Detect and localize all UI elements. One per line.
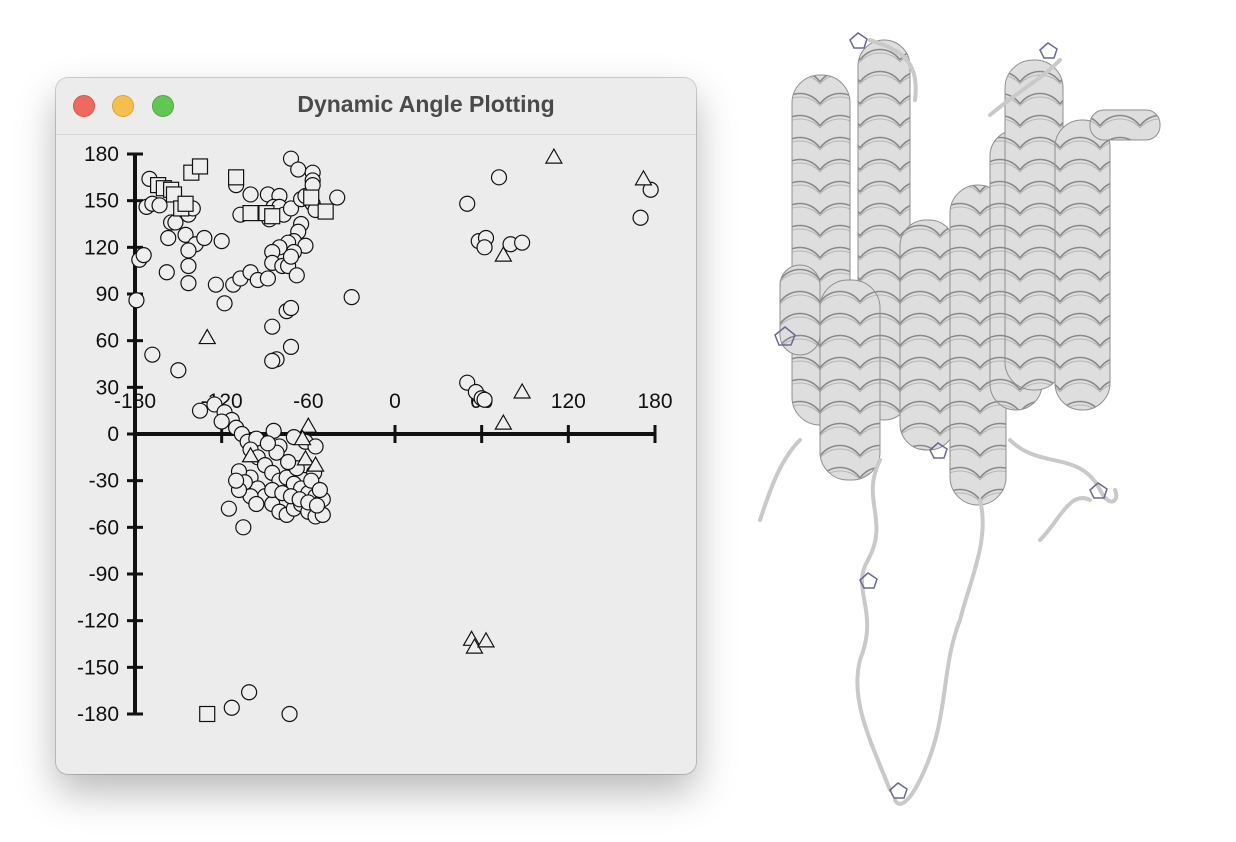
triangle-marker [241, 446, 260, 463]
circle-marker [223, 699, 240, 716]
x-tick-label: 180 [637, 390, 672, 413]
protein-structure-image [758, 32, 1161, 806]
circle-marker [281, 705, 298, 723]
triangle-marker [296, 449, 315, 466]
circle-marker [135, 247, 152, 264]
circle-marker [248, 495, 265, 513]
square-marker [228, 169, 245, 186]
window-title: Dynamic Angle Plotting [297, 91, 555, 117]
circle-marker [241, 684, 258, 701]
circle-marker [514, 234, 531, 251]
square-marker [317, 203, 334, 220]
y-tick-label: -90 [89, 563, 119, 586]
square-marker [242, 205, 259, 222]
triangle-marker [513, 382, 532, 399]
circle-marker [343, 289, 360, 306]
side-chains [774, 32, 1108, 799]
circle-marker [282, 338, 300, 355]
circle-marker [311, 481, 328, 499]
triangle-marker [299, 417, 318, 433]
square-marker [303, 189, 320, 206]
y-tick-label: -150 [77, 656, 119, 679]
circle-marker [228, 472, 245, 489]
circle-marker [158, 264, 175, 281]
circle-marker [170, 362, 187, 379]
circle-marker [490, 169, 508, 186]
circle-marker [207, 276, 224, 293]
triangle-marker [198, 328, 217, 345]
circle-marker [191, 402, 209, 419]
circle-marker [196, 229, 213, 247]
circle-marker [213, 413, 230, 430]
x-tick-label: 0 [389, 390, 401, 413]
circle-marker [290, 161, 307, 178]
triangle-marker [293, 429, 312, 446]
circle-marker [128, 292, 145, 309]
minimize-button[interactable] [112, 95, 134, 117]
zoom-button[interactable] [152, 95, 174, 117]
circle-marker [282, 299, 300, 317]
triangle-marker [494, 245, 513, 262]
circle-marker [160, 229, 177, 247]
angle-scatter-plot: 180 150 120 90 60 30 0 -30 -60 -90 -120 -150 -180 -18… [77, 143, 673, 726]
title-bar[interactable]: Dynamic Angle Plotting [56, 78, 696, 135]
y-tick-label: 150 [84, 190, 119, 213]
circle-marker [177, 226, 194, 243]
y-tick-label: -60 [89, 516, 119, 539]
y-tick-label: 180 [84, 143, 119, 166]
y-tick-label: 30 [96, 376, 119, 399]
square-marker [177, 195, 194, 212]
triangle-marker [476, 631, 496, 648]
circle-marker [476, 391, 493, 408]
circle-marker [642, 181, 659, 198]
circle-marker [282, 200, 300, 217]
circle-marker [151, 197, 168, 214]
circle-marker [167, 214, 184, 231]
loop-strands [758, 38, 1119, 806]
triangle-marker [634, 169, 653, 186]
square-marker [199, 705, 216, 723]
y-tick-label: 60 [96, 330, 119, 353]
square-marker [264, 208, 281, 225]
circle-marker [144, 346, 161, 363]
circle-marker [180, 242, 197, 259]
circle-marker [180, 257, 197, 275]
circle-marker [459, 195, 476, 212]
x-tick-label: 120 [551, 390, 586, 413]
circle-marker [307, 438, 324, 455]
circle-marker [216, 295, 233, 312]
circle-marker [259, 435, 276, 452]
circle-marker [180, 275, 197, 292]
x-tick-label: -180 [114, 390, 156, 413]
circle-marker [280, 453, 297, 471]
circle-marker [632, 209, 649, 226]
circle-marker [259, 270, 276, 287]
circle-marker [282, 248, 300, 265]
circle-marker [288, 267, 305, 284]
y-tick-label: 0 [107, 423, 119, 446]
triangle-marker [544, 147, 563, 164]
x-tick-label: -60 [293, 390, 323, 413]
circle-marker [329, 189, 346, 206]
circle-marker [308, 497, 326, 514]
y-tick-label: 120 [84, 236, 119, 259]
triangle-marker [306, 455, 325, 472]
close-button[interactable] [73, 95, 95, 117]
circle-marker [213, 233, 230, 250]
helix-bundle [779, 39, 1161, 506]
y-tick-label: -30 [89, 470, 119, 493]
square-marker [191, 158, 209, 175]
circle-marker [235, 519, 252, 536]
circle-marker [476, 239, 493, 256]
circle-marker [220, 500, 237, 517]
y-tick-label: -120 [77, 610, 119, 633]
y-tick-label: -180 [77, 703, 119, 726]
triangle-marker [494, 413, 513, 430]
y-tick-label: 90 [96, 283, 119, 306]
circle-marker [264, 318, 281, 335]
plot-window: Dynamic Angle Plotting 180 150 120 90 60 30 0 -… [56, 78, 696, 774]
circle-marker [242, 186, 259, 203]
circle-marker [264, 352, 281, 369]
